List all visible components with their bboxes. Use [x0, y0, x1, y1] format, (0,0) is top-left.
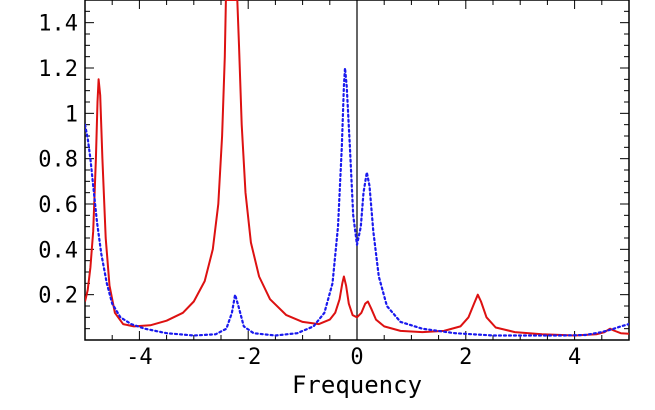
ticks-layer: -4 -2 0 2 4 0.2 0.4 0.6 0.8 1 1.2 1.4	[38, 0, 630, 370]
x-tick-label: -2	[235, 345, 262, 370]
x-tick-label: 2	[459, 345, 472, 370]
x-tick-label: 4	[568, 345, 581, 370]
series-line-dotted-blue	[85, 66, 629, 337]
x-tick-label: 0	[350, 345, 363, 370]
y-tick-label: 0.8	[38, 148, 78, 173]
x-tick-label: -4	[126, 345, 153, 370]
y-tick-label: 0.4	[38, 238, 78, 263]
series-line-solid-red	[85, 0, 629, 337]
y-tick-label: 1.4	[38, 12, 78, 37]
y-tick-label: 0.2	[38, 284, 78, 309]
y-tick-label: 1.2	[38, 57, 78, 82]
y-tick-label: 1	[65, 102, 78, 127]
x-axis-title: Frequency	[292, 371, 422, 399]
y-tick-label: 0.6	[38, 193, 78, 218]
series-layer	[85, 0, 629, 337]
